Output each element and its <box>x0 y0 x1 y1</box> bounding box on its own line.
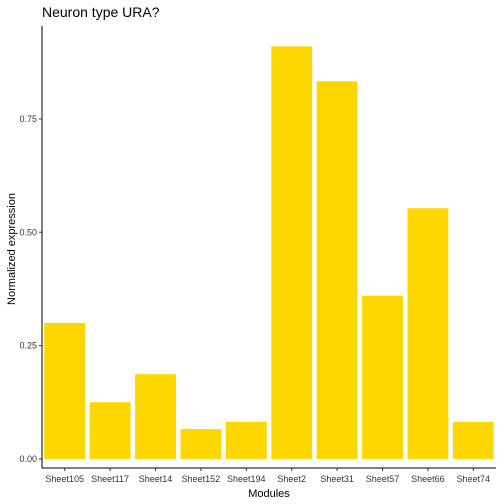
bar-sheet66 <box>407 208 449 459</box>
bar-sheet57 <box>362 295 403 459</box>
bar-sheet194 <box>225 421 267 459</box>
x-tick-label: Sheet31 <box>320 474 354 484</box>
bar-sheet31 <box>316 81 358 459</box>
y-tick-label: 0.25 <box>19 341 37 351</box>
x-tick-label: Sheet2 <box>277 474 306 484</box>
x-tick-label: Sheet66 <box>411 474 445 484</box>
bar-sheet152 <box>180 429 222 459</box>
chart-title: Neuron type URA? <box>42 4 160 20</box>
bar-sheet74 <box>452 421 494 459</box>
x-tick-label: Sheet57 <box>366 474 400 484</box>
y-axis-title: Normalized expression <box>6 193 18 305</box>
x-tick-label: Sheet152 <box>182 474 221 484</box>
bar-sheet117 <box>89 402 131 459</box>
x-tick-label: Sheet74 <box>457 474 491 484</box>
bar-sheet105 <box>44 322 86 459</box>
y-tick-label: 0.75 <box>19 114 37 124</box>
x-axis-title: Modules <box>248 488 290 500</box>
bar-sheet2 <box>271 46 313 459</box>
y-tick-label: 0.50 <box>19 227 37 237</box>
y-tick-label: 0.00 <box>19 454 37 464</box>
x-tick-label: Sheet105 <box>45 474 84 484</box>
x-tick-label: Sheet117 <box>91 474 129 484</box>
bar-sheet14 <box>135 374 176 459</box>
x-tick-label: Sheet14 <box>139 474 173 484</box>
x-tick-label: Sheet194 <box>227 474 266 484</box>
plot-area: 0.00 0.25 0.50 0.75 Sheet105 Sheet117 Sheet14 S… <box>19 26 496 484</box>
